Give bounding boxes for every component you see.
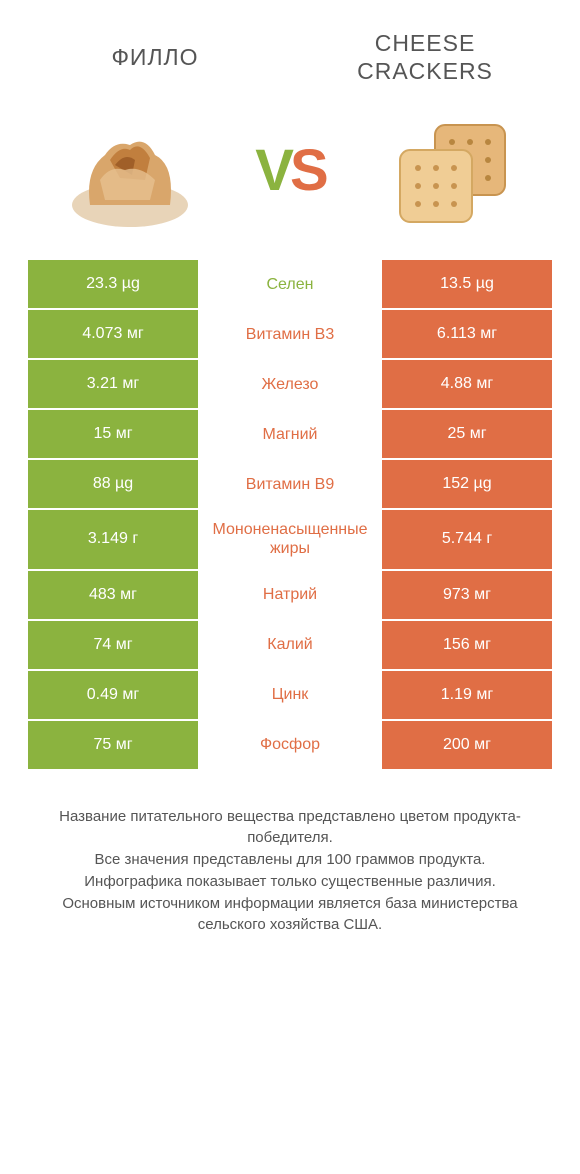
- footer-line: Инфографика показывает только существенн…: [30, 871, 550, 893]
- table-row: 3.149 гМононенасыщенные жиры5.744 г: [28, 510, 552, 570]
- right-value: 6.113 мг: [382, 310, 552, 358]
- vs-v: V: [255, 138, 290, 203]
- crackers-icon: [375, 105, 525, 235]
- phyllo-icon: [55, 105, 205, 235]
- table-row: 3.21 мгЖелезо4.88 мг: [28, 360, 552, 410]
- nutrient-name: Магний: [198, 410, 382, 458]
- left-value: 0.49 мг: [28, 671, 198, 719]
- left-value: 75 мг: [28, 721, 198, 769]
- right-value: 156 мг: [382, 621, 552, 669]
- right-value: 200 мг: [382, 721, 552, 769]
- left-value: 3.21 мг: [28, 360, 198, 408]
- left-product-title: ФИЛЛО: [40, 44, 270, 71]
- right-value: 152 µg: [382, 460, 552, 508]
- nutrient-name: Витамин B3: [198, 310, 382, 358]
- comparison-table: 23.3 µgСелен13.5 µg4.073 мгВитамин B36.1…: [0, 260, 580, 770]
- images-row: VS: [0, 95, 580, 260]
- footer-notes: Название питательного вещества представл…: [0, 771, 580, 937]
- footer-line: Название питательного вещества представл…: [30, 806, 550, 850]
- right-value: 25 мг: [382, 410, 552, 458]
- right-value: 973 мг: [382, 571, 552, 619]
- left-value: 483 мг: [28, 571, 198, 619]
- right-value: 5.744 г: [382, 510, 552, 568]
- right-product-title: CHEESE CRACKERS: [310, 30, 540, 85]
- nutrient-name: Селен: [198, 260, 382, 308]
- table-row: 23.3 µgСелен13.5 µg: [28, 260, 552, 310]
- right-value: 1.19 мг: [382, 671, 552, 719]
- vs-label: VS: [255, 137, 324, 204]
- footer-line: Основным источником информации является …: [30, 893, 550, 937]
- nutrient-name: Натрий: [198, 571, 382, 619]
- table-row: 88 µgВитамин B9152 µg: [28, 460, 552, 510]
- nutrient-name: Мононенасыщенные жиры: [198, 510, 382, 568]
- right-value: 4.88 мг: [382, 360, 552, 408]
- nutrient-name: Фосфор: [198, 721, 382, 769]
- left-value: 4.073 мг: [28, 310, 198, 358]
- footer-line: Все значения представлены для 100 граммо…: [30, 849, 550, 871]
- table-row: 74 мгКалий156 мг: [28, 621, 552, 671]
- table-row: 4.073 мгВитамин B36.113 мг: [28, 310, 552, 360]
- left-value: 15 мг: [28, 410, 198, 458]
- header: ФИЛЛО CHEESE CRACKERS: [0, 0, 580, 95]
- nutrient-name: Калий: [198, 621, 382, 669]
- right-value: 13.5 µg: [382, 260, 552, 308]
- table-row: 75 мгФосфор200 мг: [28, 721, 552, 771]
- left-value: 3.149 г: [28, 510, 198, 568]
- left-value: 88 µg: [28, 460, 198, 508]
- table-row: 483 мгНатрий973 мг: [28, 571, 552, 621]
- left-value: 74 мг: [28, 621, 198, 669]
- table-row: 0.49 мгЦинк1.19 мг: [28, 671, 552, 721]
- left-value: 23.3 µg: [28, 260, 198, 308]
- vs-s: S: [290, 138, 325, 203]
- nutrient-name: Цинк: [198, 671, 382, 719]
- table-row: 15 мгМагний25 мг: [28, 410, 552, 460]
- nutrient-name: Железо: [198, 360, 382, 408]
- nutrient-name: Витамин B9: [198, 460, 382, 508]
